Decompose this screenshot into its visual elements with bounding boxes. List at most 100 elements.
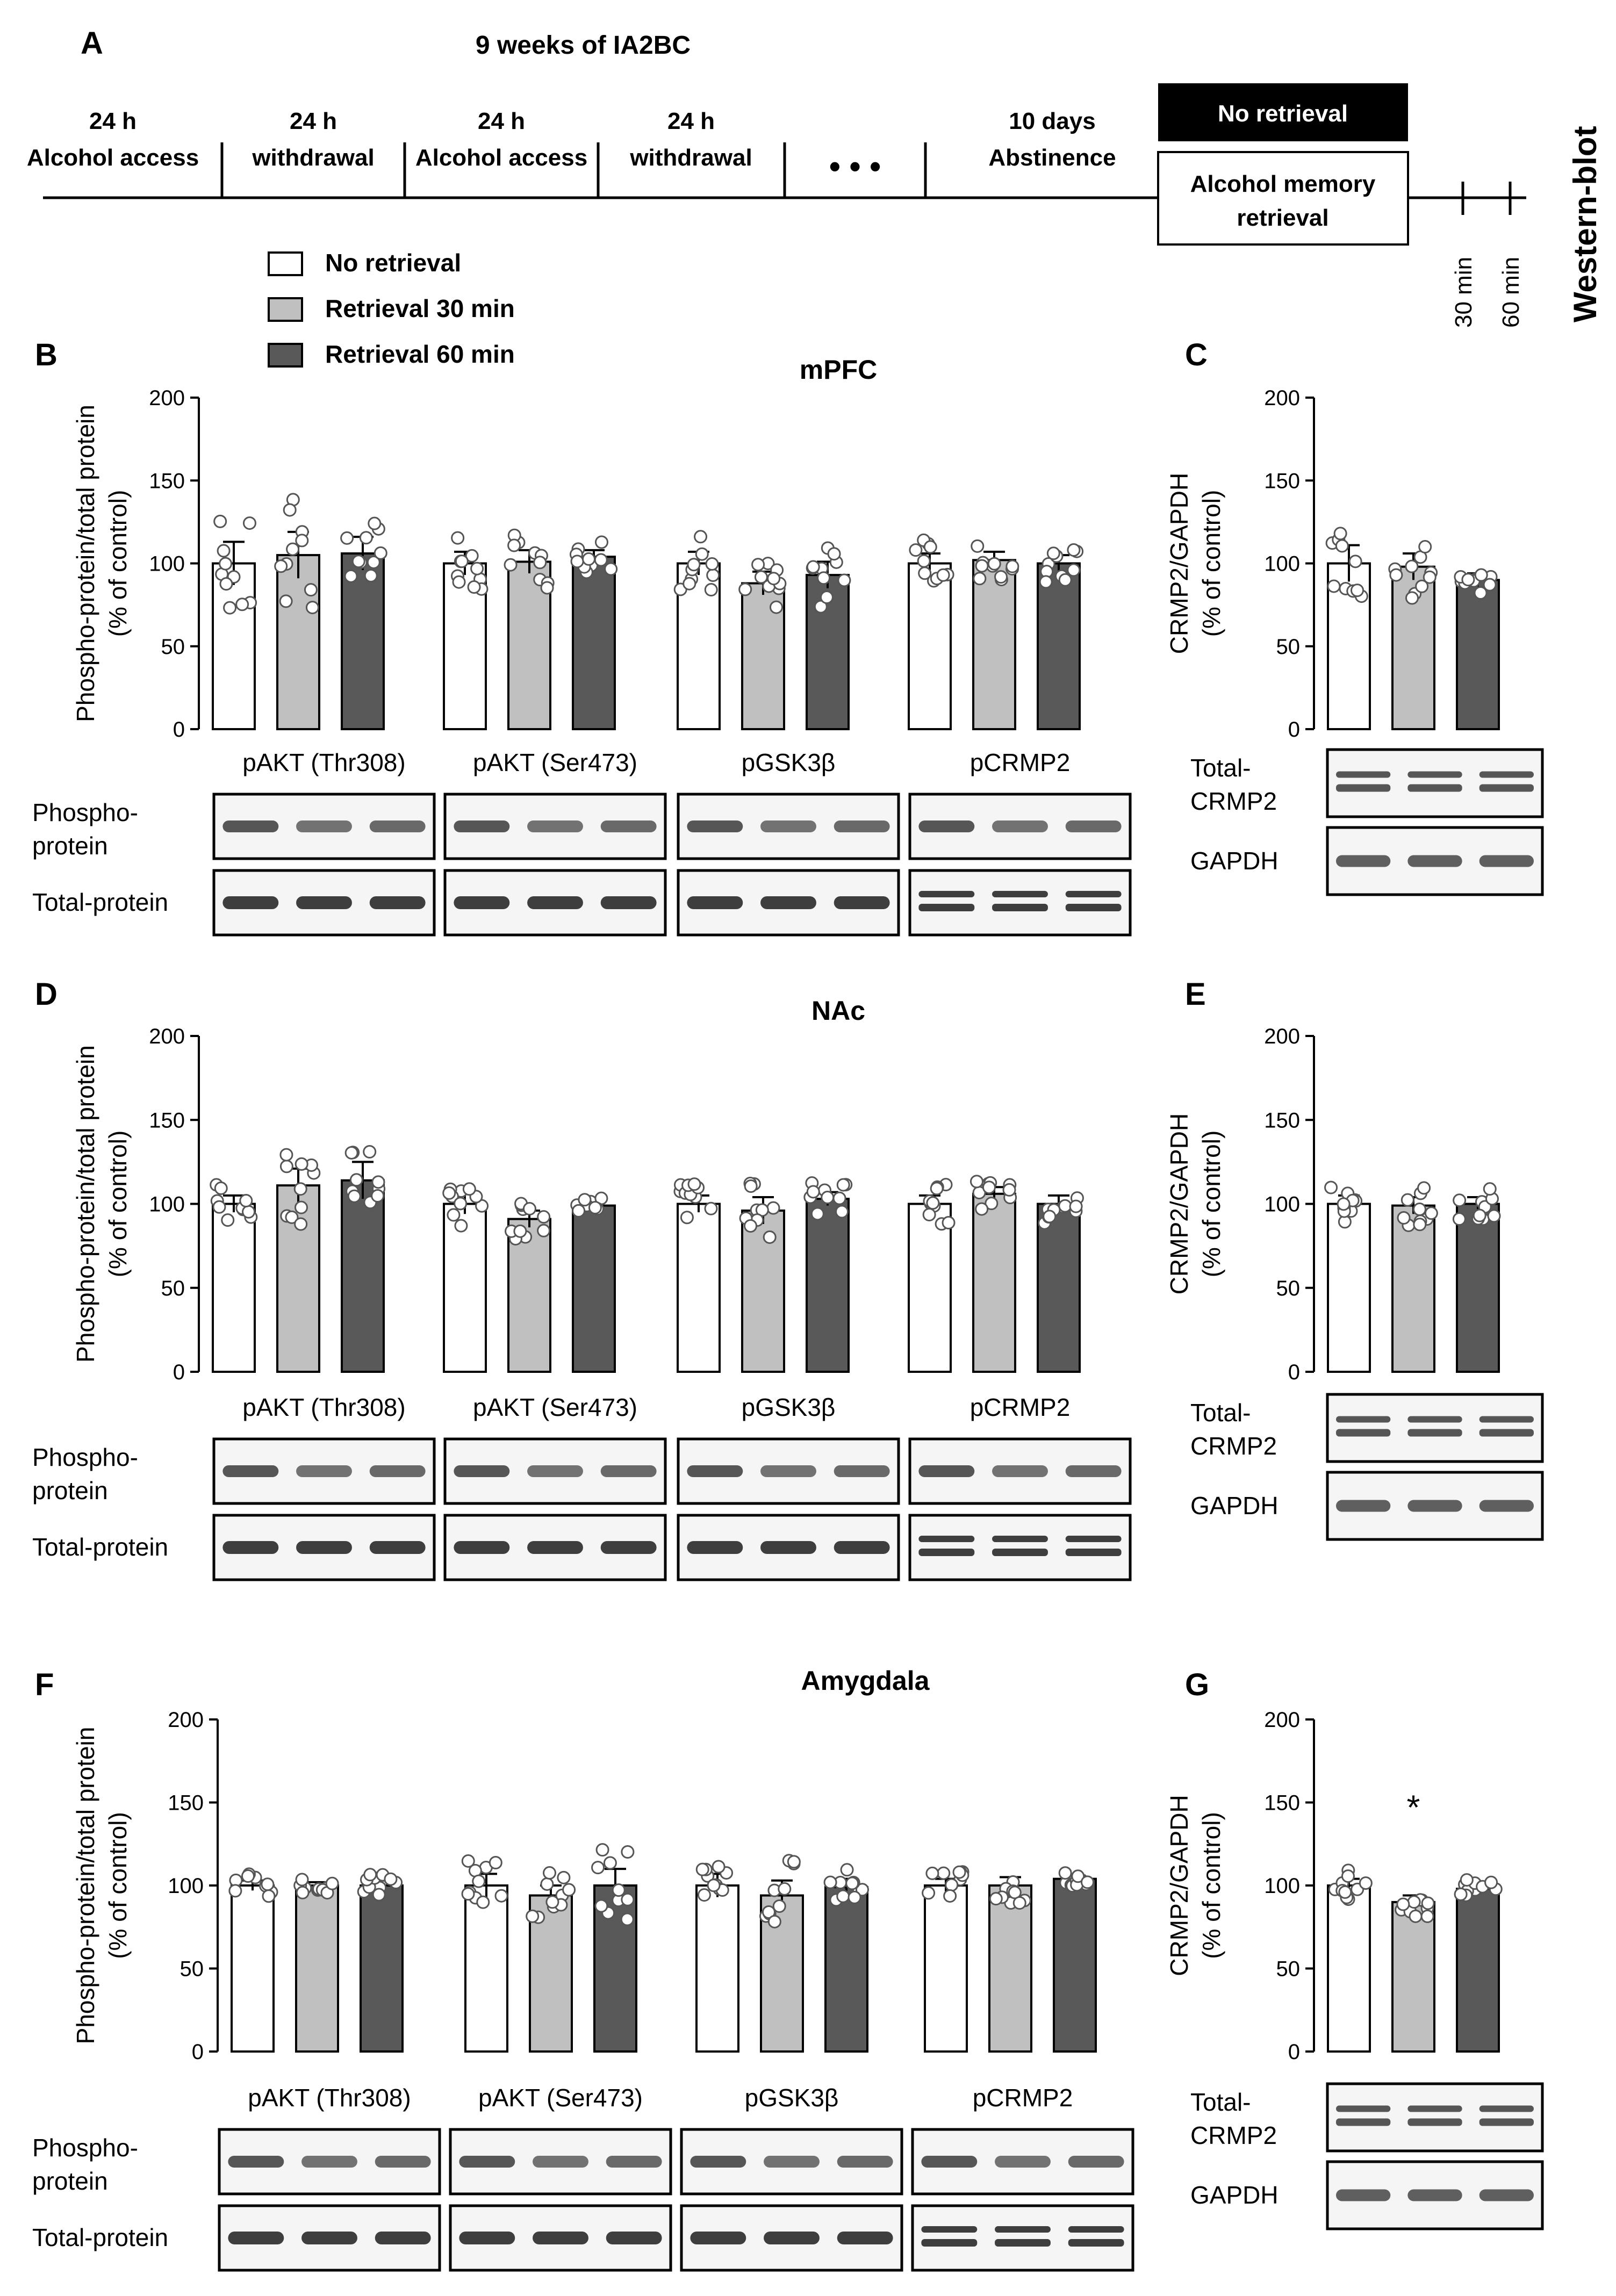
data-point [304,583,318,597]
phase-2-duration: 24 h [290,108,337,134]
y-tick-label: 100 [1264,1193,1300,1217]
data-point [987,557,1001,571]
blot-band [690,2156,746,2168]
data-point [1067,543,1081,557]
y-axis-label: CRMP2/GAPDH [1165,1795,1193,1976]
data-point [1405,591,1419,605]
y-tick-label: 150 [1264,1109,1300,1132]
blot-total-crmp2-panel [1326,748,1544,818]
blot-row-label-total: Total-protein [32,1533,168,1561]
blot-band [760,820,816,832]
data-point [239,1194,253,1208]
blot-band [1407,2189,1462,2201]
region-title-mpfc: mPFC [800,355,877,385]
data-point [588,1201,602,1215]
data-point [262,1889,276,1903]
blot-band [995,2239,1051,2247]
blot-band [918,891,975,897]
data-point [1474,568,1488,582]
blot-band [687,896,743,909]
blot-band [1407,1416,1462,1423]
data-point [340,531,354,545]
blot-band [760,896,816,909]
bar [908,562,952,730]
y-axis-label: CRMP2/GAPDH [1165,1113,1193,1294]
data-point [540,1877,554,1891]
data-point [840,1863,854,1877]
blot-row-label-phospho: Phospho- [32,1443,138,1471]
phase-ellipsis: • • • [829,148,881,184]
blot-band [533,2156,588,2168]
data-point [325,1876,339,1890]
blot-band [600,1465,657,1477]
blot-band [606,2232,662,2244]
blot-band [1336,1429,1391,1437]
panel-label-e: E [1185,977,1206,1012]
blot-band [1407,784,1462,792]
bar [1327,1203,1371,1373]
retrieval-box [1157,151,1409,246]
blot-band [222,1541,279,1554]
western-blots-nac: pAKT (Thr308) pAKT (Ser473) pGSK3β pCRMP2 Ph… [32,1393,1132,1581]
blot-band [527,820,583,832]
bar [295,1884,339,2053]
blot-band [1479,855,1534,867]
bar [572,556,616,731]
legend-swatch-60min [268,343,303,368]
bar [1456,1203,1500,1373]
blot-band [1336,1416,1391,1423]
blot-band [533,2232,588,2244]
bar [231,1884,275,2053]
data-point [454,1197,468,1211]
blot-band [918,904,975,911]
data-point [537,1223,551,1237]
data-point [1335,539,1349,553]
data-point [603,1856,617,1870]
data-point [1351,584,1364,598]
data-point [295,534,309,548]
phase-2-label: withdrawal [252,145,374,171]
blot-band [1336,784,1391,792]
blot-band [301,2156,357,2168]
bar [341,1179,385,1373]
y-tick-label: 0 [1288,2040,1300,2064]
y-tick-label: 200 [1264,1708,1300,1732]
data-point [744,1179,758,1193]
data-point [543,1866,557,1880]
data-point [787,1855,801,1869]
data-point [1415,579,1429,593]
data-point [522,1202,536,1216]
panel-label-f: F [35,1667,54,1702]
bar [924,1884,968,2053]
y-tick-label: 100 [1264,552,1300,576]
data-point [223,601,237,615]
data-point [591,1861,605,1875]
blot-band [1065,904,1122,911]
panel-label-g: G [1185,1667,1209,1702]
blot-band [222,896,279,909]
y-axis-label: Phospho-protein/total protein [71,1045,99,1363]
phase-3-label: Alcohol access [415,145,587,171]
data-point [241,1869,255,1883]
blot-band [600,1541,657,1554]
data-point [557,1870,571,1884]
y-tick-label: 150 [149,469,185,493]
data-point [971,539,985,553]
data-point [1483,578,1497,592]
phase-6-duration: 10 days [1009,108,1095,134]
blot-row-label-phospho: Phospho- [32,2134,138,2162]
data-point [1348,555,1362,568]
data-point [994,570,1008,584]
data-point [806,1185,820,1199]
data-point [1081,1875,1095,1889]
blot-row-label-phospho: protein [32,1477,108,1505]
blot-band [1065,1536,1122,1542]
y-tick-label: 50 [1276,1277,1301,1300]
data-point [368,516,382,530]
data-point [363,1145,377,1158]
blot-band [1479,2118,1534,2126]
data-point [513,1224,527,1238]
blot-band [918,820,975,832]
data-point [836,1178,850,1192]
data-point [349,1173,363,1187]
